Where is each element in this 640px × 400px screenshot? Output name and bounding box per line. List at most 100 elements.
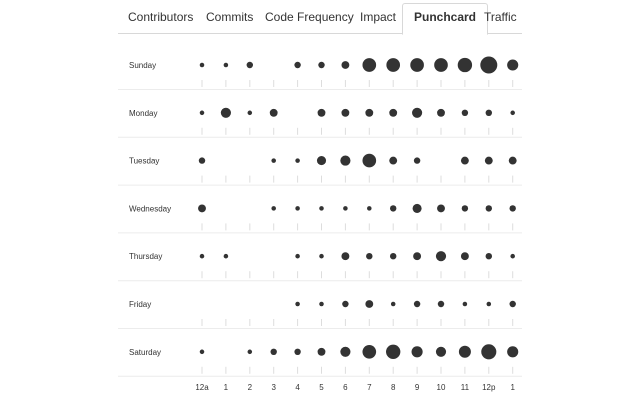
- day-label-monday: Monday: [129, 109, 157, 118]
- punch-dot: [508, 156, 517, 165]
- day-label-friday: Friday: [129, 300, 151, 309]
- punch-dot: [389, 205, 397, 212]
- punch-dot: [507, 59, 519, 71]
- punch-dot: [365, 300, 374, 308]
- hour-label: 3: [271, 383, 276, 392]
- punch-dot: [362, 153, 377, 168]
- tabs-divider: [118, 33, 522, 34]
- punch-dot: [319, 206, 324, 211]
- punch-dot: [481, 344, 497, 360]
- punch-dot: [294, 348, 301, 356]
- hour-label: 6: [343, 383, 348, 392]
- graph-tabs: Contributors Commits Code Frequency Impa…: [118, 0, 522, 35]
- punch-dot: [485, 109, 493, 117]
- hour-label: 9: [415, 383, 420, 392]
- punch-dot: [435, 251, 447, 262]
- punch-dot: [343, 206, 348, 211]
- punch-dot: [317, 347, 326, 356]
- hour-label: 1: [224, 383, 229, 392]
- punch-dot: [223, 62, 229, 68]
- punch-dot: [460, 156, 469, 165]
- punch-dot: [435, 346, 447, 357]
- punch-dot: [199, 349, 205, 355]
- punch-dot: [413, 157, 421, 164]
- hour-label: 1: [510, 383, 515, 392]
- punch-dot: [510, 110, 515, 116]
- tab-code-frequency[interactable]: Code Frequency: [265, 10, 354, 24]
- punch-dot: [319, 301, 324, 307]
- punch-dot: [341, 61, 350, 69]
- punch-dot: [412, 107, 423, 118]
- punch-dot: [271, 206, 276, 211]
- punch-dot: [412, 203, 422, 213]
- punch-dot: [223, 253, 229, 259]
- punch-dot: [480, 56, 498, 74]
- punch-dot: [410, 58, 424, 72]
- punch-dot: [198, 204, 206, 213]
- punch-dot: [510, 253, 515, 259]
- punch-dot: [340, 155, 351, 166]
- punch-dot: [319, 253, 324, 259]
- punch-dot: [486, 301, 492, 307]
- punch-dot: [342, 300, 349, 308]
- tab-punchcard[interactable]: Punchcard: [402, 3, 488, 35]
- punch-dot: [390, 301, 396, 307]
- punch-dot: [246, 61, 254, 69]
- punch-dot: [485, 252, 493, 260]
- punch-dot: [270, 348, 277, 356]
- day-label-tuesday: Tuesday: [129, 157, 159, 166]
- punch-dot: [411, 346, 423, 358]
- hour-label: 7: [367, 383, 372, 392]
- punch-dot: [437, 108, 445, 117]
- punch-dot: [341, 252, 350, 261]
- punch-dot: [509, 205, 516, 212]
- punch-dot: [294, 61, 301, 69]
- punch-dot: [365, 108, 374, 117]
- punch-dot: [318, 61, 325, 69]
- punch-dot: [413, 252, 422, 261]
- punch-dot: [341, 108, 350, 117]
- punch-dot: [199, 110, 205, 116]
- day-label-saturday: Saturday: [129, 348, 161, 357]
- hour-label: 10: [437, 383, 446, 392]
- hour-label: 12a: [195, 383, 209, 392]
- punch-dot: [198, 157, 206, 164]
- punch-dot: [271, 158, 276, 163]
- punch-dot: [386, 58, 401, 72]
- punch-dot: [389, 156, 398, 165]
- day-label-wednesday: Wednesday: [129, 204, 171, 213]
- punch-dot: [457, 57, 473, 73]
- hour-label: 11: [461, 383, 470, 392]
- punch-dot: [485, 205, 493, 212]
- tab-commits[interactable]: Commits: [206, 10, 254, 24]
- hour-label: 4: [295, 383, 300, 392]
- punch-dot: [507, 346, 519, 358]
- tab-impact[interactable]: Impact: [360, 10, 397, 24]
- hour-label: 2: [248, 383, 253, 392]
- tab-traffic[interactable]: Traffic: [484, 10, 517, 24]
- punch-dot: [413, 300, 421, 308]
- punch-dot: [269, 108, 278, 117]
- punch-dot: [317, 108, 326, 117]
- hour-label: 12p: [482, 383, 496, 392]
- day-label-sunday: Sunday: [129, 61, 156, 70]
- punch-dot: [199, 253, 205, 259]
- punch-dot: [295, 301, 300, 307]
- punch-dot: [366, 252, 373, 260]
- punch-dot: [461, 205, 469, 212]
- hour-label: 5: [319, 383, 324, 392]
- punch-dot: [340, 346, 351, 357]
- punch-dot: [434, 58, 448, 72]
- hour-label: 8: [391, 383, 396, 392]
- punch-dot: [460, 252, 469, 261]
- punch-dot: [362, 58, 377, 72]
- punch-dot: [316, 156, 327, 166]
- punch-dot: [367, 206, 372, 211]
- tab-contributors[interactable]: Contributors: [128, 10, 194, 24]
- punch-dot: [386, 344, 401, 359]
- punch-dot: [295, 206, 300, 211]
- punch-dot: [295, 158, 300, 163]
- punch-dot: [461, 109, 469, 117]
- punch-dot: [509, 300, 516, 308]
